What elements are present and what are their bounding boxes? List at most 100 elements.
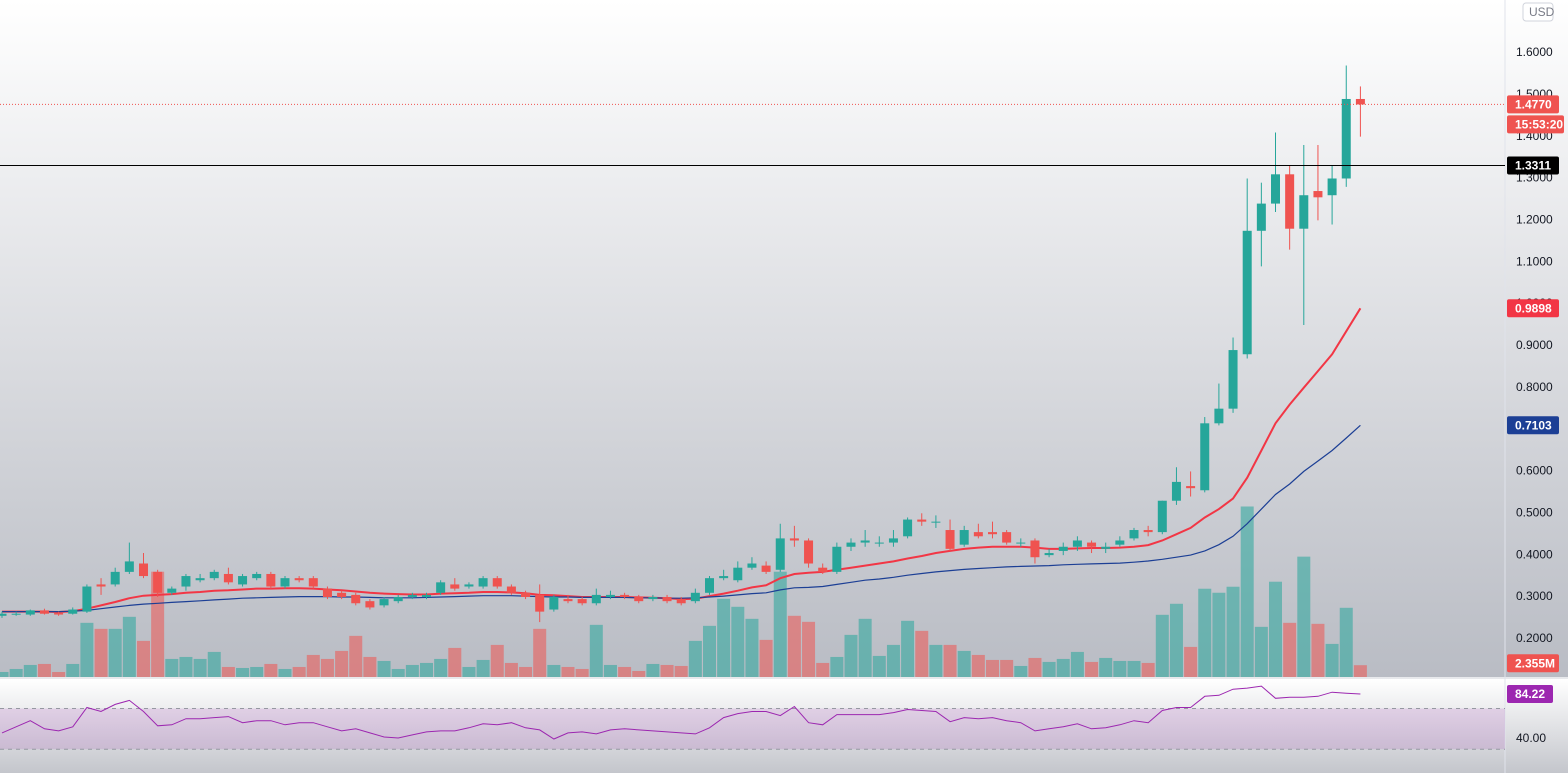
volume-bar <box>589 624 603 677</box>
volume-bar <box>221 666 235 677</box>
candle-body <box>747 563 757 568</box>
candle-body <box>478 578 488 587</box>
candle-body <box>379 599 389 606</box>
currency-label: USD <box>1529 5 1555 19</box>
rsi-band <box>0 708 1505 750</box>
candle-body <box>719 576 729 579</box>
volume-bar <box>717 598 731 677</box>
candle-body <box>238 576 248 585</box>
volume-bar <box>886 644 900 677</box>
volume-bar <box>1141 662 1155 677</box>
candle-body <box>223 573 233 583</box>
volume-bar <box>901 620 915 677</box>
y-tick-label: 0.5000 <box>1516 505 1553 519</box>
volume-bar <box>1169 603 1183 677</box>
candle-body <box>1171 481 1181 501</box>
volume-bar <box>37 663 51 677</box>
candle-body <box>1058 546 1068 551</box>
candle-body <box>662 596 672 602</box>
volume-bar <box>306 654 320 677</box>
volume-bar <box>533 628 547 677</box>
volume-bar <box>448 647 462 677</box>
candle-body <box>860 540 870 543</box>
candle-body <box>775 538 785 570</box>
volume-bar <box>1198 588 1212 677</box>
candle-body <box>11 613 21 615</box>
volume-bar <box>618 666 632 677</box>
volume-bar <box>0 671 9 677</box>
candle-body <box>464 584 474 587</box>
candle-body <box>139 563 148 577</box>
candle-body <box>294 578 304 581</box>
volume-bar <box>377 660 391 677</box>
volume-bar <box>349 635 363 677</box>
volume-bar <box>264 663 278 677</box>
candle-body <box>676 599 686 604</box>
volume-bar <box>179 656 193 677</box>
candle-body <box>1016 542 1026 544</box>
candle-body <box>337 592 347 597</box>
candle-body <box>266 573 276 587</box>
candle-body <box>195 578 205 581</box>
y-tick-label: 1.1000 <box>1516 254 1553 268</box>
volume-bar <box>23 664 37 677</box>
candle-body <box>1002 532 1012 543</box>
candle-body <box>1355 98 1365 105</box>
y-tick-label: 1.2000 <box>1516 213 1553 227</box>
volume-bar <box>405 664 419 677</box>
rsi-value-label: 84.22 <box>1515 687 1545 701</box>
last-price-label: 1.4770 <box>1515 98 1552 112</box>
candle-body <box>648 596 658 600</box>
candle-body <box>1271 174 1280 204</box>
candle-body <box>1327 178 1337 196</box>
candle-body <box>450 584 460 589</box>
candle-body <box>846 542 856 547</box>
candle-body <box>1072 540 1082 547</box>
volume-bar <box>575 668 589 677</box>
candle-body <box>634 596 644 602</box>
volume-bar <box>561 666 575 677</box>
volume-bar <box>1339 607 1353 677</box>
candle-body <box>153 571 163 593</box>
candle-body <box>1341 98 1351 179</box>
volume-bar <box>165 658 179 677</box>
volume-bar <box>1127 660 1141 677</box>
candle-body <box>1087 542 1097 547</box>
rsi-pane <box>0 679 1568 773</box>
candle-body <box>733 567 743 581</box>
volume-bar <box>476 659 490 677</box>
volume-bar <box>759 639 773 677</box>
candle-body <box>705 578 714 593</box>
candle-body <box>110 571 120 585</box>
candle-body <box>209 571 219 579</box>
volume-bar <box>816 662 830 677</box>
candle-body <box>563 599 573 602</box>
candle-body <box>351 594 361 604</box>
candle-body <box>322 588 332 597</box>
volume-bar <box>108 628 122 677</box>
candle-body <box>1157 500 1167 533</box>
candle-body <box>1285 174 1295 229</box>
volume-bar <box>660 664 674 677</box>
volume-bar <box>250 666 264 677</box>
rsi-line <box>1 685 1361 740</box>
y-tick-label: 0.9000 <box>1516 338 1553 352</box>
volume-bar <box>986 659 999 677</box>
candle-body <box>832 546 842 572</box>
countdown-label-box <box>1507 115 1564 134</box>
candle-body <box>605 594 615 597</box>
volume-bar <box>1226 586 1240 677</box>
y-tick-label: 0.8000 <box>1516 380 1553 394</box>
candle-body <box>549 596 559 610</box>
volume-bar <box>872 655 886 677</box>
volume-bar <box>957 650 971 677</box>
volume-bar <box>504 662 518 677</box>
candle-body <box>874 542 884 544</box>
candle-body <box>804 540 814 564</box>
volume-bar <box>320 658 334 677</box>
volume-bar <box>1254 626 1268 677</box>
volume-bar <box>547 664 561 677</box>
candle-body <box>407 594 417 597</box>
volume-bar <box>1028 657 1042 677</box>
ma-value-label: 0.9898 <box>1515 301 1552 315</box>
